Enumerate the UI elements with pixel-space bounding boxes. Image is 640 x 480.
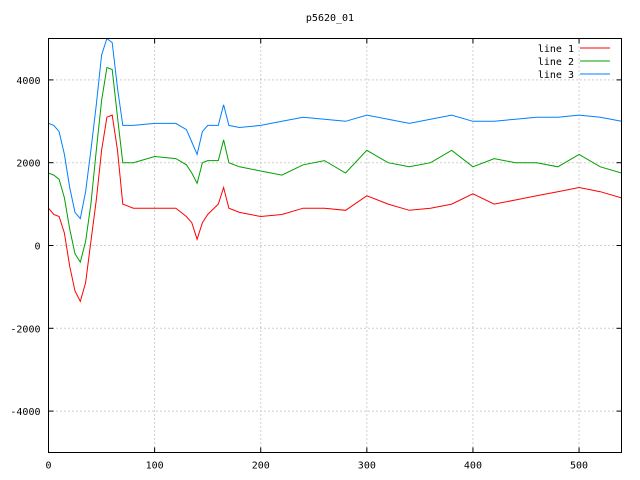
x-tick-label: 300 <box>358 461 376 472</box>
x-tick-label: 0 <box>45 461 51 472</box>
grid <box>48 38 622 453</box>
y-tick-label: 4000 <box>16 76 40 87</box>
legend-label: line 3 <box>538 70 574 81</box>
y-tick-label: 2000 <box>16 159 40 170</box>
plot-frame <box>48 38 622 453</box>
series-line-2 <box>48 66 622 264</box>
chart-title: p5620_01 <box>306 13 354 24</box>
x-tick-label: 100 <box>146 461 164 472</box>
legend: line 1 line 2 line 3 <box>538 44 610 81</box>
legend-label: line 2 <box>538 57 574 68</box>
y-tick-label: -4000 <box>10 407 40 418</box>
series-line-3 <box>48 38 622 220</box>
axes: 0 100 200 300 400 500 -4000 -2000 0 2000 4000 <box>10 38 622 472</box>
y-tick-label: -2000 <box>10 324 40 335</box>
x-tick-label: 500 <box>570 461 588 472</box>
x-tick-label: 200 <box>252 461 270 472</box>
legend-label: line 1 <box>538 44 574 55</box>
x-tick-label: 400 <box>464 461 482 472</box>
series-line-1 <box>48 114 622 303</box>
y-tick-label: 0 <box>34 242 40 253</box>
series-group <box>48 38 622 303</box>
